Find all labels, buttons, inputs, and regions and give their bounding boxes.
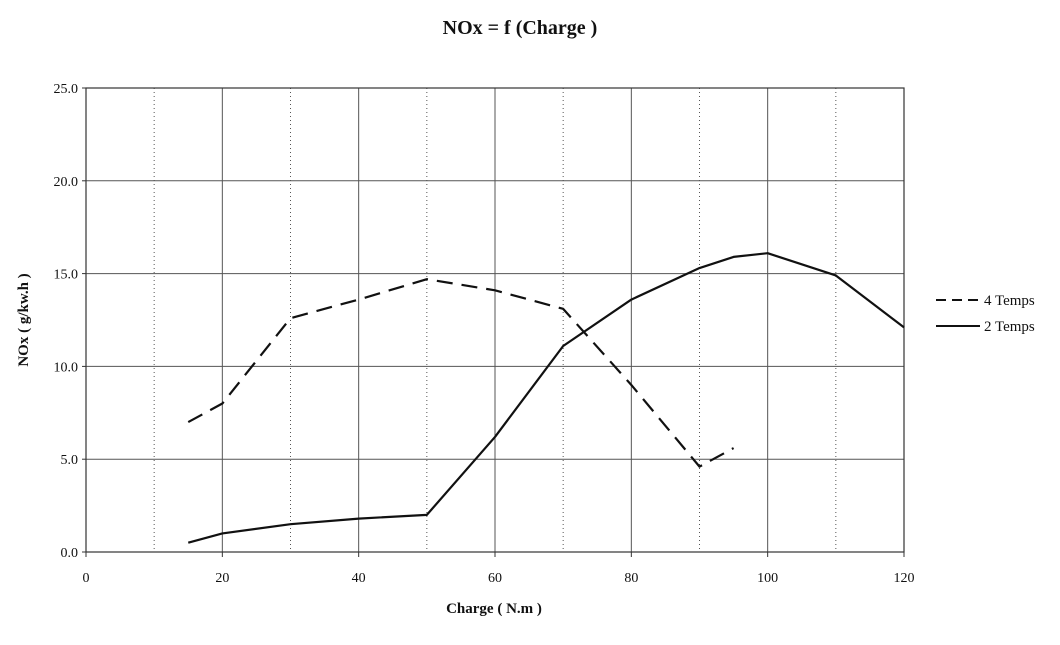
x-tick-label: 0 bbox=[83, 571, 90, 586]
legend-label: 4 Temps bbox=[984, 293, 1035, 309]
y-tick-label: 5.0 bbox=[61, 453, 79, 468]
series-layer bbox=[187, 252, 905, 544]
y-tick-label: 0.0 bbox=[61, 546, 79, 561]
x-tick-label: 100 bbox=[757, 571, 778, 586]
chart-title: NOx = f (Charge ) bbox=[443, 17, 598, 39]
x-tick-label: 40 bbox=[352, 571, 366, 586]
x-tick-label: 120 bbox=[894, 571, 915, 586]
x-tick-label: 80 bbox=[624, 571, 638, 586]
legend-label: 2 Temps bbox=[984, 319, 1035, 335]
y-tick-label: 20.0 bbox=[54, 175, 79, 190]
series-line-2-temps bbox=[187, 252, 905, 544]
y-tick-label: 10.0 bbox=[54, 360, 79, 375]
legend: 4 Temps 2 Temps bbox=[936, 293, 1035, 335]
x-tick-label: 60 bbox=[488, 571, 502, 586]
grid-layer bbox=[86, 88, 904, 552]
x-tick-label: 20 bbox=[215, 571, 229, 586]
y-axis-label: NOx ( g/kw.h ) bbox=[16, 273, 32, 366]
y-tick-label: 25.0 bbox=[54, 82, 79, 97]
tick-layer: 0 20 40 60 80 100 120 0.0 5.0 10.0 15.0 20.0 25.0 bbox=[54, 82, 915, 586]
series-line-4-temps bbox=[187, 278, 735, 468]
y-tick-label: 15.0 bbox=[54, 268, 79, 283]
x-axis-label: Charge ( N.m ) bbox=[446, 601, 542, 617]
